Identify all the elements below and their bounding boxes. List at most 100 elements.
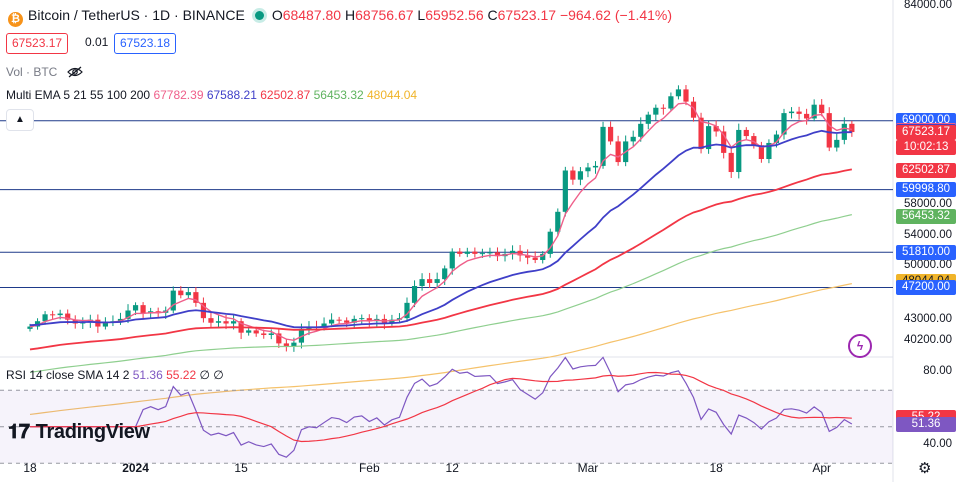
symbol-title[interactable]: Bitcoin / TetherUS · 1D · BINANCE <box>28 7 245 23</box>
rsi-legend[interactable]: RSI 14 close SMA 14 2 51.36 55.22 ∅ ∅ <box>6 368 224 382</box>
candle-body <box>223 321 229 324</box>
candle-body <box>50 314 56 316</box>
candle-body <box>555 211 561 232</box>
candle-body <box>706 126 712 150</box>
close-label: C <box>487 7 498 23</box>
candle-body <box>796 111 802 114</box>
candle-body <box>57 313 63 316</box>
candle-body <box>366 318 372 322</box>
candle-body <box>34 321 41 327</box>
ema-line-55 <box>29 168 853 351</box>
candle-body <box>834 139 840 148</box>
gear-icon[interactable]: ⚙ <box>918 460 932 477</box>
price-label: 67523.17 <box>896 124 956 140</box>
candle-body <box>638 123 644 137</box>
candle-body <box>615 141 621 163</box>
candle-body <box>457 251 463 254</box>
countdown-label: 10:02:13 <box>896 140 956 156</box>
ema-label: Multi EMA 5 21 55 100 200 <box>6 88 151 102</box>
candle-body <box>125 310 131 319</box>
market-open-icon <box>254 11 264 21</box>
open-label: O <box>271 7 283 23</box>
candle-body <box>344 320 350 323</box>
time-tick: Feb <box>358 461 380 475</box>
volume-legend[interactable]: Vol · BTC <box>6 64 83 79</box>
candle-body <box>509 250 516 254</box>
eye-off-icon[interactable] <box>66 66 83 78</box>
candle-body <box>140 305 146 314</box>
chevron-up-icon[interactable]: ▲ <box>6 109 34 131</box>
time-tick: 18 <box>709 461 723 475</box>
high-value: 68756.67 <box>355 7 414 23</box>
candle-body <box>261 333 267 335</box>
candle-body <box>547 231 553 254</box>
rsi-label: RSI 14 close SMA 14 2 <box>6 368 130 382</box>
candle-body <box>185 292 191 296</box>
rsi-sma-line <box>30 371 852 443</box>
ema-line-100 <box>29 214 852 373</box>
candle-body <box>494 252 501 257</box>
candle-body <box>246 330 252 333</box>
candle-body <box>351 318 357 323</box>
symbol-header: ₿ Bitcoin / TetherUS · 1D · BINANCE O68487… <box>8 7 672 27</box>
candle-body <box>178 290 184 296</box>
sell-button[interactable]: 67523.17 <box>6 33 69 54</box>
time-tick: 18 <box>23 461 37 475</box>
candle-body <box>427 279 433 283</box>
ema-value-3: 56453.32 <box>310 88 364 102</box>
candle-body <box>804 113 810 119</box>
candle-body <box>766 142 772 160</box>
price-label: 47200.00 <box>896 280 956 296</box>
high-label: H <box>345 7 356 23</box>
low-label: L <box>417 7 426 23</box>
rsi-value-3: ∅ <box>209 368 224 382</box>
ema-line-200 <box>29 283 852 416</box>
candle-body <box>826 113 832 148</box>
volume-label: Vol · BTC <box>6 65 58 79</box>
candle-body <box>472 251 478 254</box>
rsi-value-2: ∅ <box>196 368 210 382</box>
candle-body <box>773 134 780 143</box>
candle-body <box>268 333 274 335</box>
ema-legend[interactable]: Multi EMA 5 21 55 100 200 67782.39 67588… <box>6 88 417 102</box>
candle-body <box>283 343 289 347</box>
candle-body <box>411 286 418 303</box>
candle-body <box>404 302 410 319</box>
candle-body <box>728 152 734 173</box>
candle-body <box>193 292 199 303</box>
candle-body <box>329 319 335 324</box>
low-value: 65952.56 <box>425 7 484 23</box>
candle-body <box>487 252 493 254</box>
candle-body <box>600 126 606 166</box>
price-label: 59998.80 <box>896 182 956 198</box>
candle-body <box>690 101 697 118</box>
candle-body <box>479 253 485 255</box>
rsi-tick: 80.00 <box>923 365 952 377</box>
price-tick: 50000.00 <box>904 259 952 272</box>
candle-body <box>683 89 689 102</box>
candle-body <box>517 250 523 256</box>
ema-value-2: 62502.87 <box>256 88 311 102</box>
buy-button[interactable]: 67523.18 <box>114 33 177 54</box>
candle-body <box>607 126 614 142</box>
candle-body <box>743 129 749 137</box>
candle-body <box>434 279 440 283</box>
lightning-icon[interactable]: ϟ <box>848 334 872 358</box>
tradingview-logo[interactable]: 𝟏𝟕 TradingView <box>8 421 150 444</box>
close-value: 67523.17 <box>497 7 557 23</box>
rsi-tick: 40.00 <box>923 438 952 450</box>
candle-body <box>253 330 259 334</box>
time-tick: 15 <box>234 461 248 475</box>
candle-body <box>781 113 787 135</box>
spread-value: 0.01 <box>85 35 109 49</box>
bitcoin-logo-icon: ₿ <box>8 12 23 27</box>
candle-body <box>811 104 817 119</box>
price-tick: 40200.00 <box>904 334 952 347</box>
candle-body <box>698 117 704 150</box>
price-tick: 84000.00 <box>904 0 952 11</box>
brand-name: TradingView <box>35 421 150 443</box>
candle-body <box>675 89 682 97</box>
ema-line-5 <box>29 102 852 342</box>
candle-body <box>751 136 757 146</box>
